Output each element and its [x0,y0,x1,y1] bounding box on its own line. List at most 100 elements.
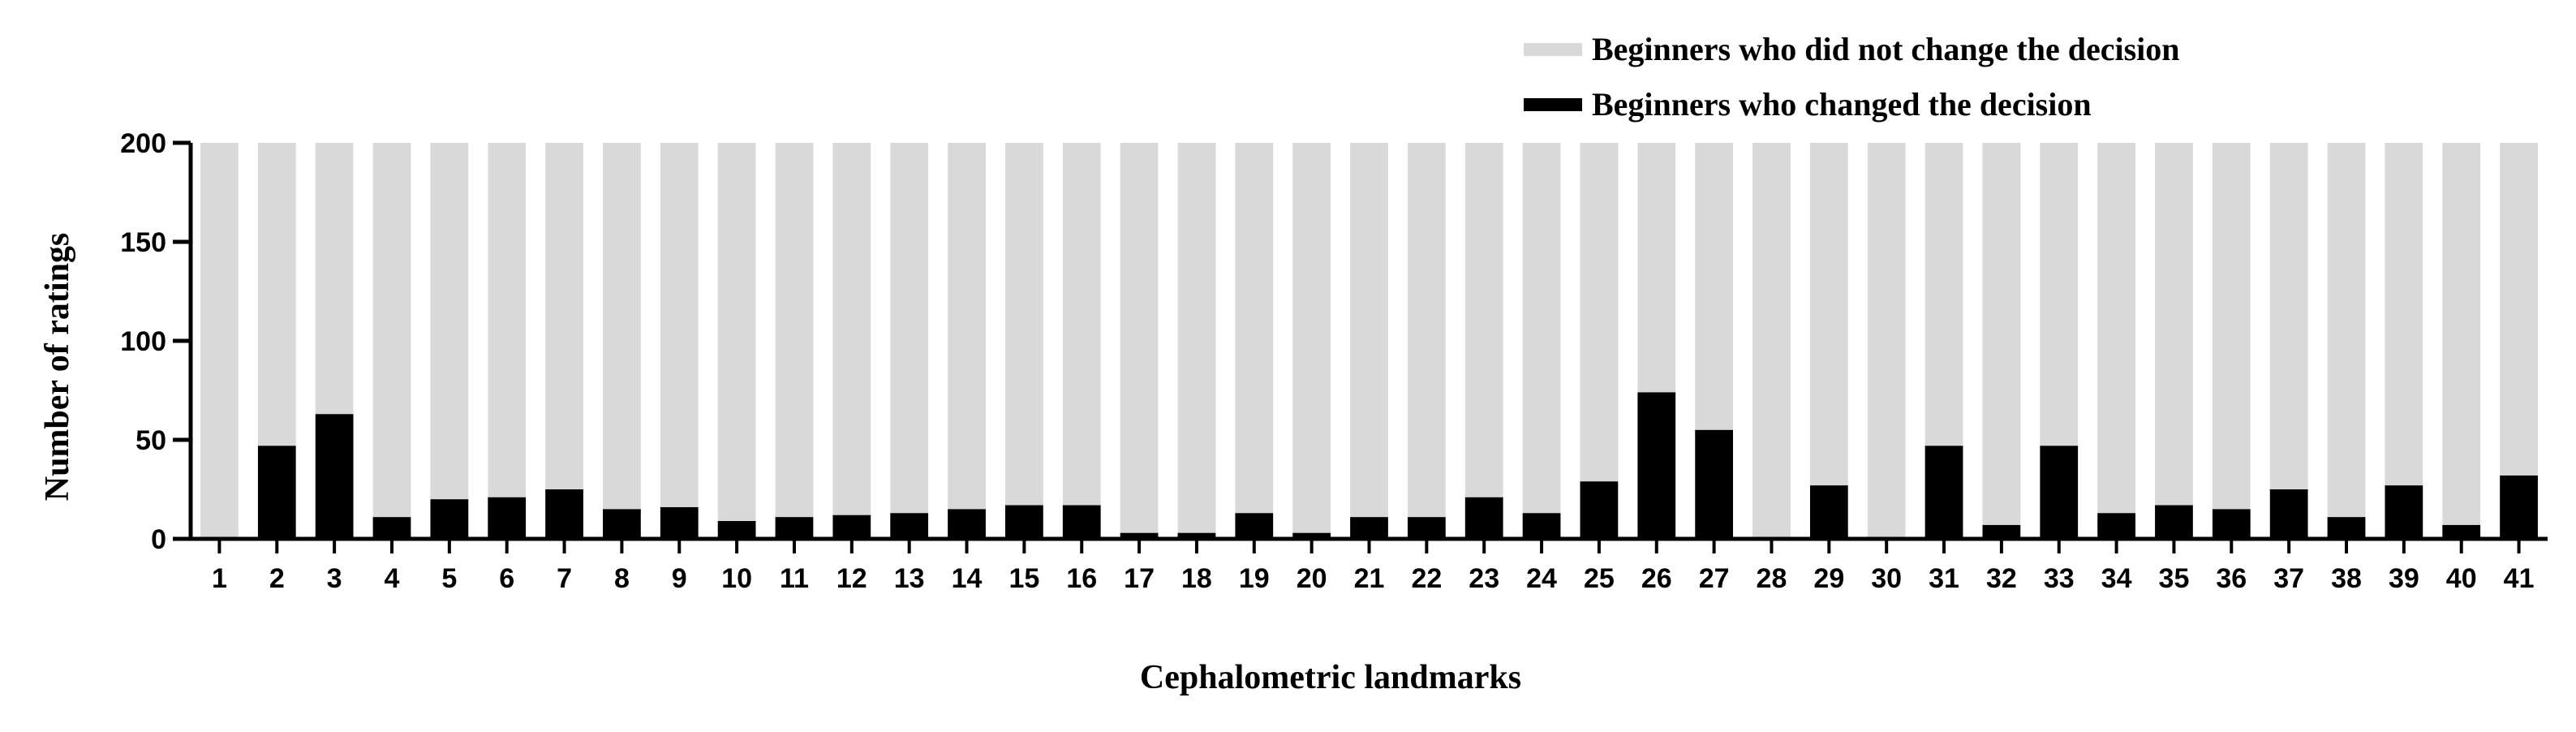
legend-label: Beginners who did not change the decisio… [1592,31,2180,67]
x-tick-label: 22 [1411,563,1442,594]
bar-unchanged-7 [545,143,583,489]
x-tick-label: 15 [1008,563,1039,594]
bar-unchanged-18 [1177,143,1216,533]
bar-unchanged-15 [1004,143,1043,506]
bar-changed-15 [1004,505,1043,539]
bar-changed-23 [1464,497,1503,539]
bar-unchanged-8 [603,143,641,510]
bar-unchanged-9 [660,143,699,507]
x-tick-label: 37 [2273,563,2304,594]
bar-unchanged-31 [1924,143,1963,446]
bar-unchanged-39 [2385,143,2423,486]
bar-unchanged-6 [488,143,527,497]
bar-changed-22 [1407,517,1446,539]
bar-unchanged-14 [948,143,986,510]
x-tick-label: 19 [1239,563,1270,594]
bar-changed-2 [257,446,296,539]
x-tick-label: 4 [385,563,400,594]
bar-changed-3 [315,414,354,539]
x-tick-label: 27 [1699,563,1730,594]
bar-changed-20 [1292,532,1331,539]
bar-unchanged-3 [315,143,354,415]
bar-unchanged-33 [2040,143,2079,446]
bar-changed-11 [775,517,814,539]
bar-changed-36 [2212,509,2251,539]
x-tick-label: 16 [1066,563,1097,594]
x-tick-label: 3 [327,563,342,594]
legend-label: Beginners who changed the decision [1592,86,2092,123]
bar-changed-40 [2442,524,2481,539]
bar-changed-9 [660,506,699,539]
bar-changed-18 [1177,532,1216,539]
bar-unchanged-1 [200,143,239,539]
x-tick-label: 32 [1986,563,2017,594]
bar-changed-16 [1062,505,1101,539]
bar-changed-37 [2269,489,2308,539]
bar-unchanged-4 [372,143,411,518]
x-tick-label: 9 [672,563,687,594]
bar-changed-7 [545,489,583,539]
legend: Beginners who did not change the decisio… [1524,31,2180,123]
x-tick-label: 25 [1584,563,1615,594]
bar-unchanged-40 [2442,143,2481,525]
legend-swatch [1524,98,1582,111]
x-tick-label: 38 [2331,563,2362,594]
x-tick-label: 12 [836,563,867,594]
x-tick-label: 21 [1354,563,1385,594]
bar-changed-29 [1809,485,1848,539]
bar-unchanged-38 [2327,143,2366,518]
bar-unchanged-25 [1580,143,1619,482]
bar-changed-14 [948,509,986,539]
x-tick-label: 36 [2216,563,2247,594]
bar-unchanged-35 [2155,143,2193,506]
bar-unchanged-34 [2097,143,2135,514]
bar-unchanged-37 [2269,143,2308,489]
y-tick-label: 0 [151,524,166,555]
bar-changed-34 [2097,513,2135,539]
bar-changed-25 [1580,481,1619,539]
x-tick-label: 17 [1124,563,1155,594]
x-tick-label: 33 [2044,563,2075,594]
bar-unchanged-23 [1464,143,1503,497]
x-tick-label: 29 [1813,563,1844,594]
x-tick-label: 13 [894,563,925,594]
bar-unchanged-5 [430,143,469,500]
x-axis-title: Cephalometric landmarks [1140,659,1521,696]
x-tick-label: 10 [721,563,752,594]
x-tick-label: 24 [1526,563,1557,594]
bar-unchanged-29 [1809,143,1848,486]
x-tick-label: 18 [1181,563,1212,594]
x-tick-label: 6 [499,563,514,594]
bar-unchanged-16 [1062,143,1101,506]
x-tick-label: 23 [1469,563,1499,594]
bar-changed-33 [2040,446,2079,539]
x-tick-label: 5 [441,563,457,594]
x-tick-label: 41 [2504,563,2535,594]
bar-changed-41 [2500,475,2538,539]
bar-changed-12 [832,515,871,539]
x-tick-label: 31 [1929,563,1959,594]
x-tick-label: 35 [2159,563,2190,594]
bars-layer [200,143,2538,539]
x-tick-label: 7 [557,563,572,594]
bar-unchanged-30 [1867,143,1906,539]
bar-unchanged-12 [832,143,871,515]
bar-unchanged-2 [257,143,296,446]
bar-changed-39 [2385,485,2423,539]
bar-changed-4 [372,517,411,539]
bar-unchanged-17 [1120,143,1159,533]
bar-changed-19 [1235,513,1274,539]
bar-changed-35 [2155,505,2193,539]
bar-changed-26 [1637,392,1676,539]
y-tick-label: 100 [120,326,166,357]
bar-unchanged-22 [1407,143,1446,518]
bar-unchanged-10 [717,143,756,522]
x-tick-label: 2 [269,563,285,594]
bar-unchanged-41 [2500,143,2538,476]
bar-unchanged-21 [1350,143,1388,518]
x-tick-label: 14 [952,563,983,594]
bar-changed-6 [488,497,527,539]
bar-unchanged-13 [890,143,929,514]
